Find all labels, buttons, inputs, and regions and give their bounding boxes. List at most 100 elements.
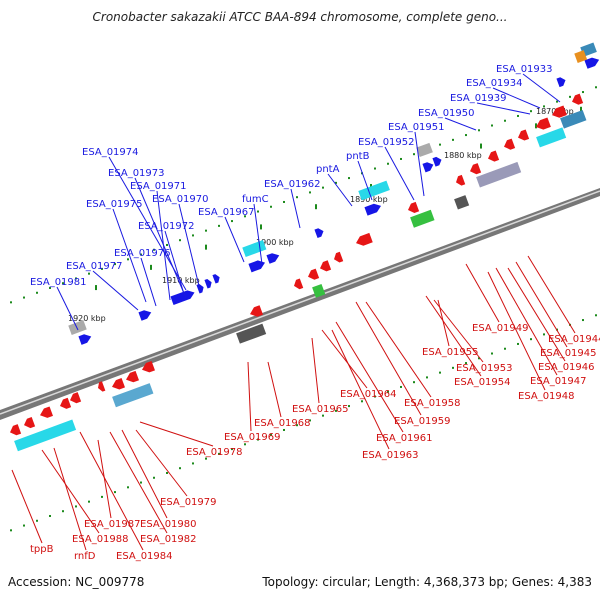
scale-dot xyxy=(465,134,467,137)
gene-label: ESA_01962 xyxy=(264,179,321,190)
gene-label: ESA_01947 xyxy=(530,376,587,387)
gene-label: tppB xyxy=(30,544,54,555)
label-leader xyxy=(56,286,79,331)
forward-gene xyxy=(248,260,266,273)
scale-dot xyxy=(569,95,571,98)
cog-box xyxy=(574,50,588,63)
cog-box xyxy=(14,419,77,452)
scale-dot xyxy=(426,376,428,379)
label-leader xyxy=(425,295,482,377)
scale-dot xyxy=(517,114,519,117)
label-leader xyxy=(112,208,147,303)
label-leader xyxy=(134,177,187,299)
scale-dot xyxy=(582,91,584,94)
gene-label: ESA_01945 xyxy=(540,348,597,359)
scale-dot xyxy=(205,457,207,460)
gene-label: ESA_01984 xyxy=(116,551,173,562)
forward-gene xyxy=(314,228,324,239)
label-leader xyxy=(139,421,214,447)
label-leader xyxy=(164,230,185,295)
reverse-gene xyxy=(70,392,82,404)
scale-dot xyxy=(309,191,311,194)
reverse-gene xyxy=(504,138,516,150)
scale-dot xyxy=(400,385,402,388)
label-leader xyxy=(365,301,432,398)
cog-box xyxy=(68,320,87,335)
gene-label: fumC xyxy=(242,194,269,205)
gene-label: ESA_01950 xyxy=(418,108,475,119)
forward-gene xyxy=(78,334,92,345)
reverse-gene xyxy=(294,278,304,290)
label-leader xyxy=(495,267,558,376)
gene-label: ESA_01964 xyxy=(340,389,397,400)
reverse-gene xyxy=(572,93,584,105)
scale-dot xyxy=(478,129,480,132)
cog-box xyxy=(536,127,567,148)
gene-label: ESA_01972 xyxy=(138,221,195,232)
label-leader xyxy=(384,146,415,201)
reverse-gene xyxy=(518,129,530,141)
reverse-gene xyxy=(142,360,155,373)
label-leader xyxy=(522,73,561,103)
reverse-gene xyxy=(456,174,466,186)
gene-label: ESA_01979 xyxy=(160,497,217,508)
scale-dot xyxy=(400,157,402,160)
label-leader xyxy=(41,449,100,534)
scale-dot xyxy=(296,424,298,427)
scale-dot xyxy=(114,491,116,494)
gene-label: ESA_01949 xyxy=(472,323,529,334)
scale-dot xyxy=(166,243,168,246)
scale-dot xyxy=(257,210,259,213)
scale-dot xyxy=(348,177,350,180)
scale-tick xyxy=(315,204,317,210)
reverse-gene xyxy=(536,117,551,130)
scale-dot xyxy=(23,296,25,299)
forward-gene xyxy=(422,162,434,173)
forward-gene xyxy=(138,310,152,321)
map-title: Cronobacter sakazakii ATCC BAA-894 chrom… xyxy=(92,10,508,24)
scale-dot xyxy=(582,319,584,322)
scale-dot xyxy=(309,419,311,422)
label-leader xyxy=(433,299,484,363)
scale-dot xyxy=(101,267,103,270)
scale-tick xyxy=(480,143,482,149)
label-leader xyxy=(507,267,566,362)
reverse-gene xyxy=(552,105,567,118)
gene-label: ESA_01954 xyxy=(454,377,511,388)
reverse-gene xyxy=(60,397,72,409)
scale-dot xyxy=(23,524,25,527)
label-leader xyxy=(311,337,320,404)
scale-dot xyxy=(361,400,363,403)
cog-box xyxy=(560,109,587,129)
scale-dot xyxy=(179,239,181,242)
scale-dot xyxy=(140,481,142,484)
scale-dot xyxy=(322,186,324,189)
scale-dot xyxy=(49,286,51,289)
label-leader xyxy=(492,87,541,109)
gene-label: ESA_01975 xyxy=(86,199,143,210)
scale-dot xyxy=(62,510,64,513)
scale-dot xyxy=(231,448,233,451)
scale-dot xyxy=(452,138,454,141)
reverse-gene xyxy=(40,406,53,418)
gene-label: ESA_01967 xyxy=(198,207,255,218)
label-leader xyxy=(515,261,568,348)
scale-dot xyxy=(517,342,519,345)
scale-tick xyxy=(95,285,97,291)
scale-dot xyxy=(543,333,545,336)
genome-backbone-highlight xyxy=(0,190,600,415)
gene-label: pntA xyxy=(316,164,340,175)
gene-label: ESA_01959 xyxy=(394,416,451,427)
gene-label: pntB xyxy=(346,151,370,162)
forward-gene xyxy=(204,279,212,289)
forward-gene xyxy=(170,290,195,305)
scale-dot xyxy=(595,314,597,317)
gene-label: ESA_01963 xyxy=(362,450,419,461)
scale-dot xyxy=(335,181,337,184)
scale-dot xyxy=(439,371,441,374)
forward-gene xyxy=(556,77,566,88)
cog-box xyxy=(242,240,267,257)
scale-dot xyxy=(88,500,90,503)
label-leader xyxy=(79,431,144,551)
